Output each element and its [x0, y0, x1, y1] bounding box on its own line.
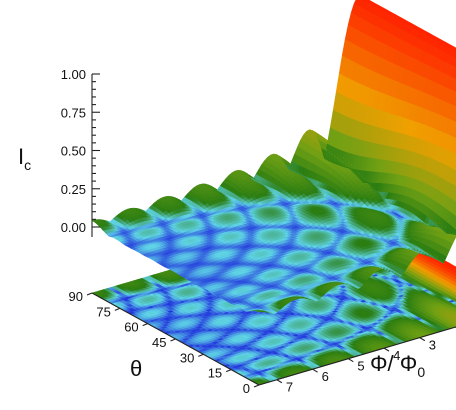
- x-tick-label: 3: [429, 338, 436, 353]
- y-tick-label: 30: [180, 350, 194, 365]
- tick-labels: 0.000.250.500.751.0001530456075900123456…: [61, 67, 436, 396]
- y-tick-label: 90: [69, 289, 83, 304]
- z-tick-label: 0.50: [61, 144, 86, 159]
- x-tick-label: 4: [393, 348, 400, 363]
- y-axis-label: θ: [130, 356, 142, 381]
- z-tick-label: 1.00: [61, 67, 86, 82]
- x-tick-label: 7: [286, 380, 293, 395]
- z-tick-label: 0.00: [61, 220, 86, 235]
- surface-mesh: [91, 0, 456, 315]
- y-tick-label: 45: [152, 335, 166, 350]
- axes: [86, 73, 456, 388]
- x-axis-label: Φ/ Φ0: [370, 351, 425, 380]
- y-tick-label: 15: [208, 366, 222, 381]
- x-tick-label: 5: [357, 359, 364, 374]
- z-axis-label: Ic: [18, 144, 31, 173]
- y-tick-label: 60: [124, 320, 138, 335]
- y-tick-label: 0: [243, 381, 250, 396]
- z-tick-label: 0.25: [61, 182, 86, 197]
- z-tick-label: 0.75: [61, 105, 86, 120]
- y-tick-label: 75: [96, 304, 110, 319]
- x-tick-label: 6: [322, 369, 329, 384]
